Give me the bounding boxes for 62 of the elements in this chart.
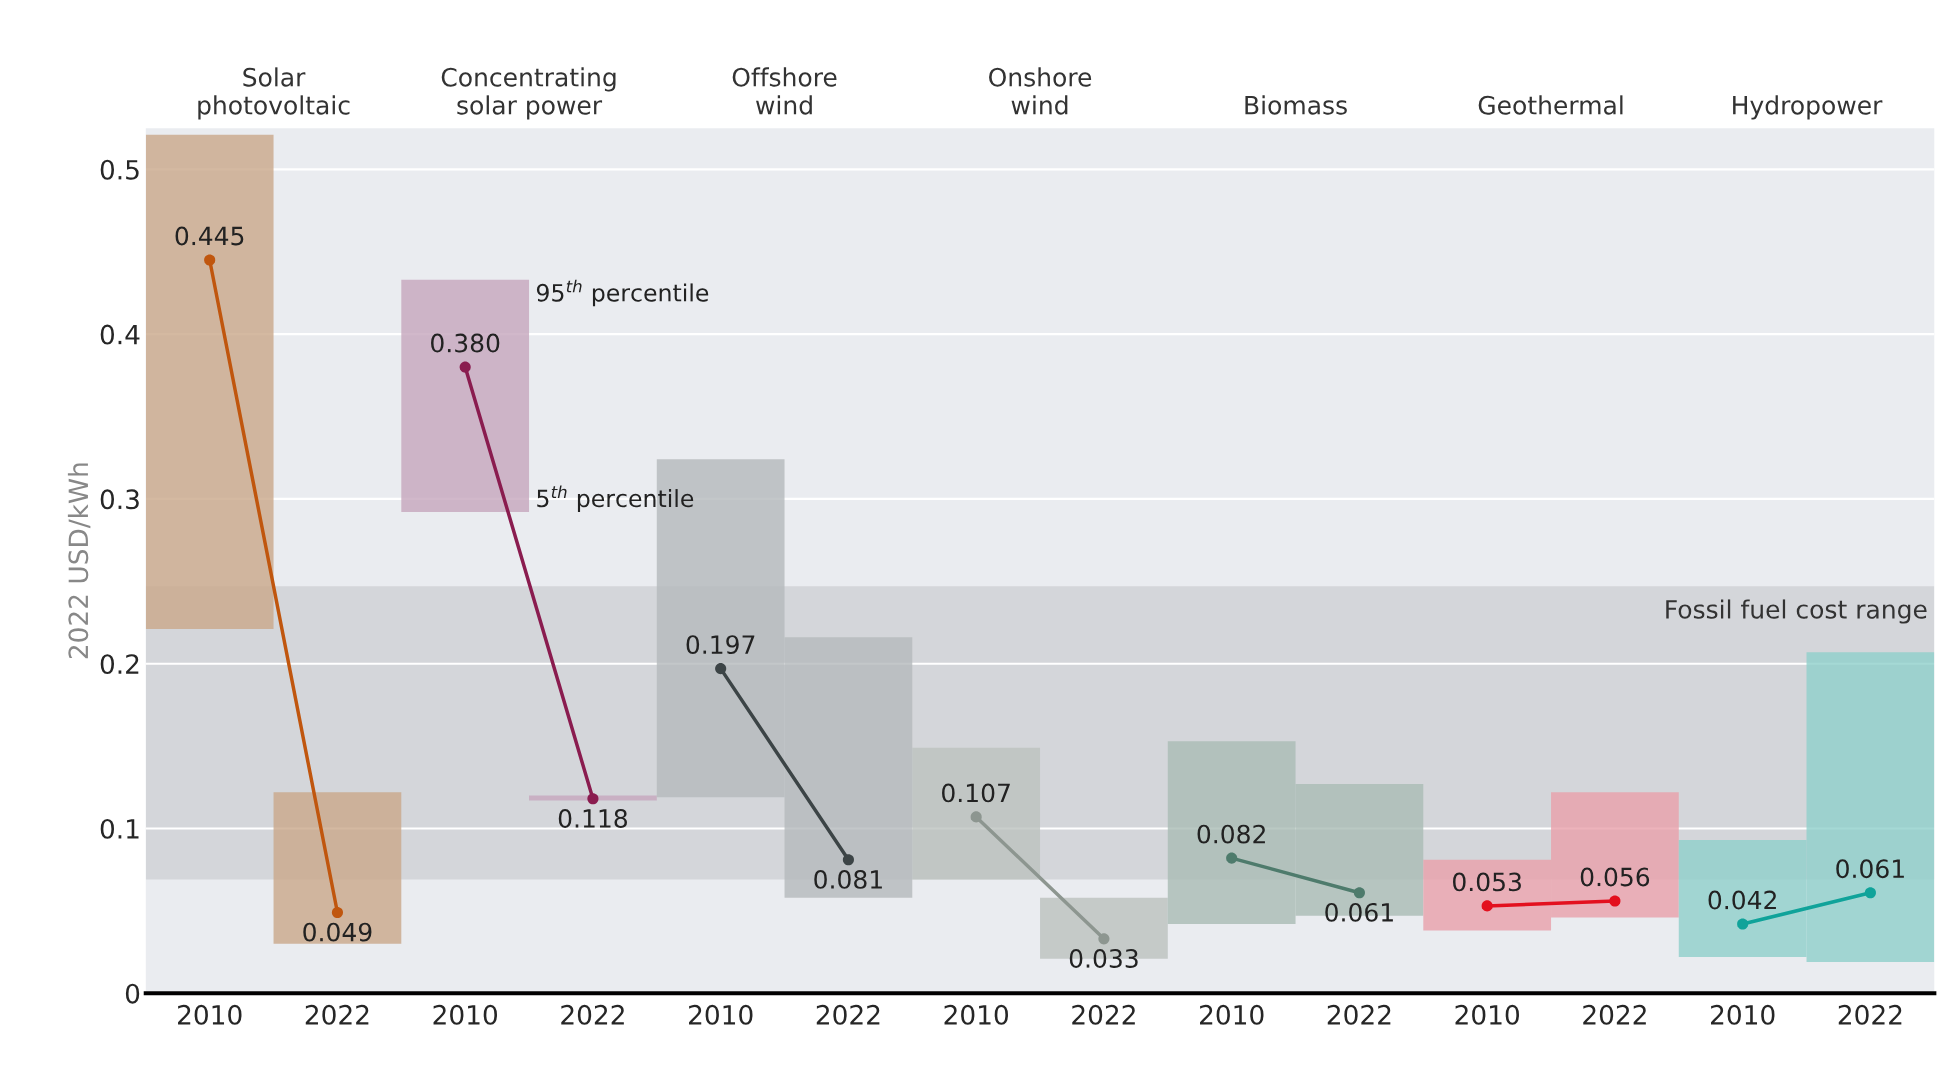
- data-label: 0.082: [1197, 824, 1265, 844]
- data-label: 0.445: [175, 226, 244, 246]
- text: Offshore wind: [732, 67, 837, 115]
- data-label: 0.061: [1836, 859, 1904, 879]
- x-tick-label: 2022: [1583, 1004, 1646, 1025]
- band-label: Fossil fuel cost range: [1666, 599, 1927, 624]
- y-axis-title: 2022 USD/kWh: [67, 463, 91, 659]
- point: [842, 854, 854, 866]
- y-tick-label: 0.4: [100, 324, 140, 345]
- point: [715, 663, 727, 675]
- point: [587, 793, 599, 805]
- text: Solar photovoltaic: [198, 67, 350, 120]
- x-tick-label: 2022: [1838, 1004, 1902, 1025]
- data-label: 0.056: [1580, 867, 1650, 887]
- point: [1226, 852, 1238, 864]
- x-tick-label: 2022: [1327, 1004, 1391, 1025]
- bar: [145, 134, 274, 630]
- data-label: 0.042: [1708, 890, 1776, 910]
- point: [970, 811, 982, 823]
- data-label: 0.053: [1453, 872, 1521, 892]
- data-label: 0.081: [814, 869, 882, 889]
- y-tick-label: 0.3: [100, 489, 139, 510]
- annotation: 5$^{th}$ percentile: [537, 485, 694, 512]
- y-tick-label: 0: [125, 983, 140, 1004]
- data-label: 0.061: [1325, 902, 1393, 922]
- annotation: 95$^{th}$ percentile: [536, 279, 709, 307]
- x-tick-label: 2010: [433, 1004, 497, 1025]
- text: Concentrating solar power: [441, 67, 616, 120]
- point: [1864, 887, 1876, 899]
- x-tick-label: 2010: [1455, 1004, 1519, 1025]
- x-tick-label: 2010: [1711, 1004, 1775, 1025]
- data-label: 0.197: [686, 635, 755, 655]
- x-tick-label: 2010: [178, 1004, 242, 1025]
- bar: [401, 279, 530, 513]
- y-tick-label: 0.2: [100, 654, 139, 675]
- data-label: 0.107: [942, 783, 1010, 803]
- point: [331, 906, 343, 919]
- point: [1481, 900, 1493, 912]
- y-tick-label: 0.5: [100, 159, 139, 180]
- data-label: 0.380: [431, 333, 500, 353]
- x-tick-label: 2010: [689, 1004, 753, 1025]
- text: Geothermal: [1478, 95, 1623, 115]
- point: [1609, 895, 1621, 907]
- point: [1353, 887, 1365, 899]
- y-tick-label: 0.1: [100, 818, 139, 839]
- text: Hydropower: [1733, 95, 1883, 120]
- x-tick-label: 2022: [816, 1004, 880, 1025]
- data-label: 0.118: [558, 808, 627, 828]
- point: [204, 254, 216, 266]
- bar: [273, 792, 402, 944]
- text: Onshore wind: [989, 67, 1092, 115]
- data-label: 0.033: [1069, 949, 1138, 968]
- data-label: 0.049: [303, 922, 372, 942]
- point: [1737, 918, 1749, 930]
- x-tick-label: 2022: [561, 1004, 624, 1025]
- x-tick-label: 2010: [944, 1004, 1008, 1025]
- x-tick-label: 2022: [305, 1004, 369, 1025]
- x-tick-label: 2022: [1072, 1004, 1135, 1025]
- point: [459, 361, 471, 373]
- x-tick-label: 2010: [1200, 1004, 1264, 1025]
- point: [1098, 933, 1110, 945]
- text: Biomass: [1245, 95, 1347, 115]
